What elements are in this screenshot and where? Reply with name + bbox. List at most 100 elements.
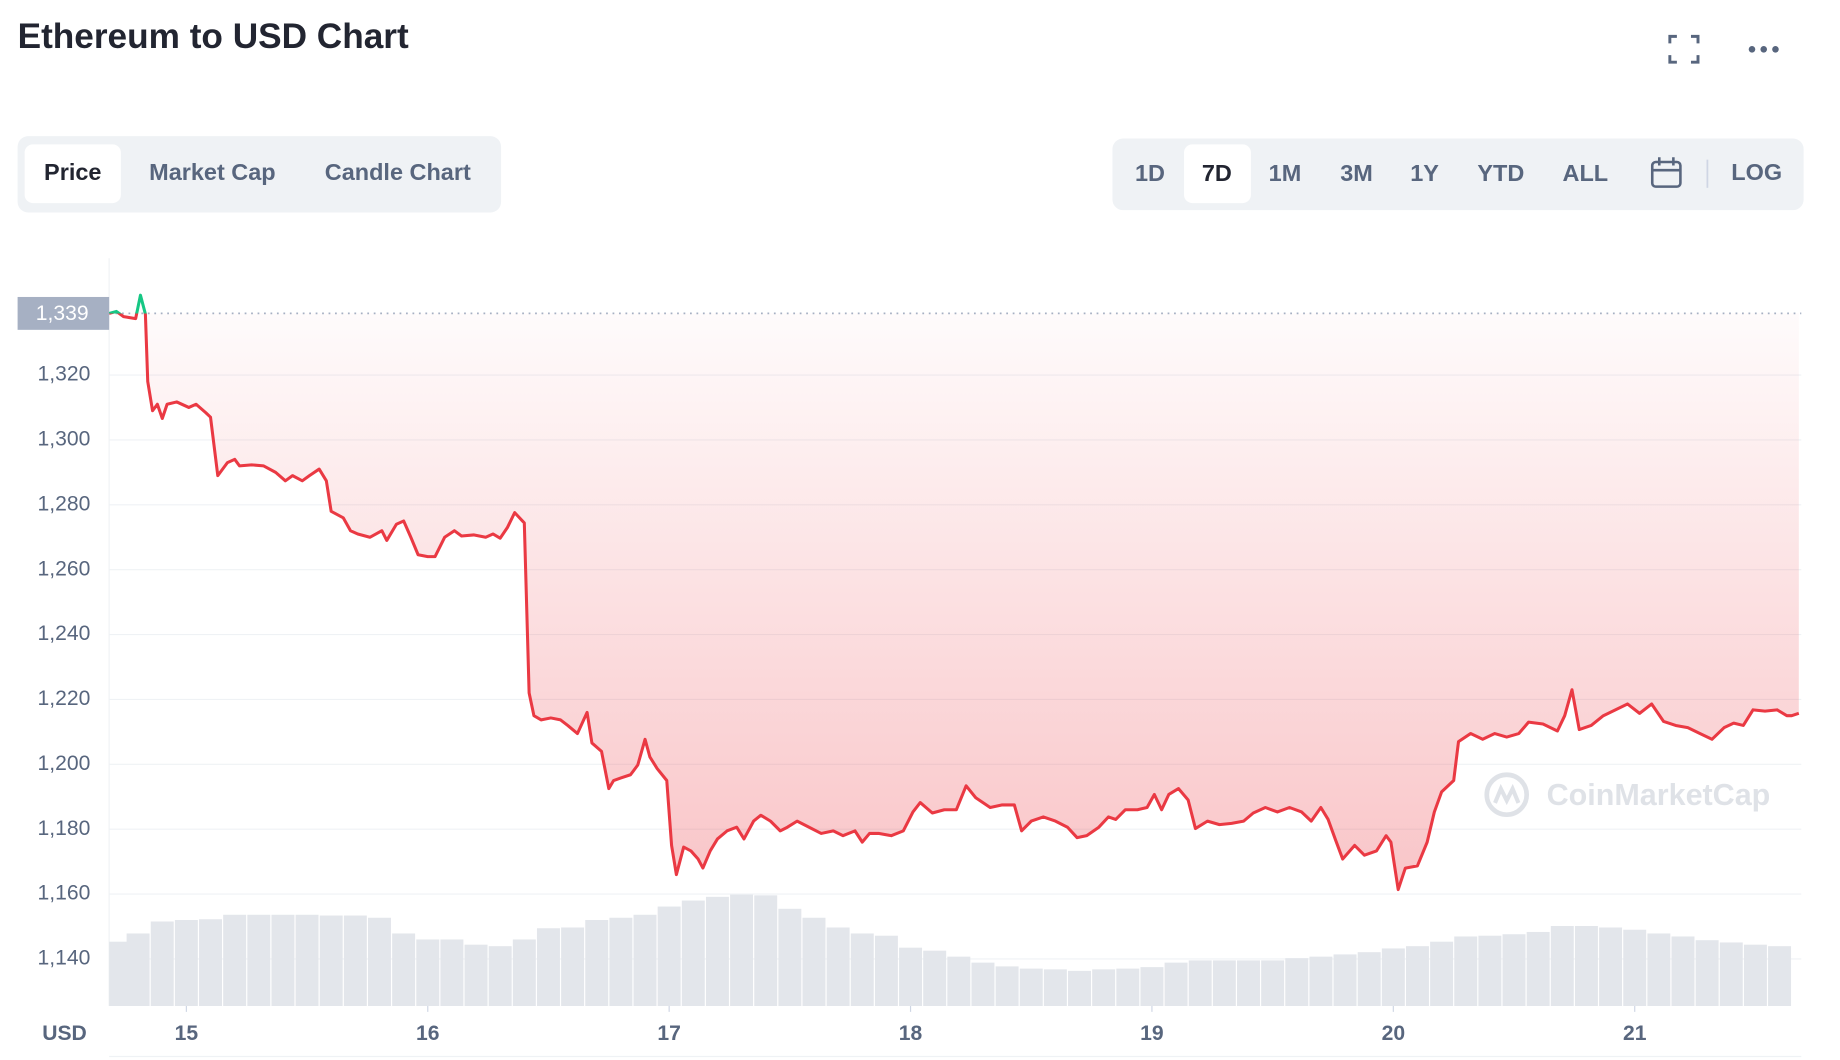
range-button[interactable]: 7D	[1202, 160, 1232, 186]
calendar-icon[interactable]	[1650, 157, 1682, 188]
y-tick-label: 1,280	[38, 492, 91, 515]
page-title: Ethereum to USD Chart	[18, 17, 409, 56]
volume-bar	[1768, 946, 1792, 1007]
volume-bar	[1478, 935, 1502, 1007]
volume-bar	[1430, 941, 1454, 1007]
range-button[interactable]: 1Y	[1410, 160, 1439, 186]
x-tick-label: 20	[1382, 1022, 1405, 1045]
volume-bar	[1526, 931, 1550, 1007]
range-button[interactable]: 3M	[1340, 160, 1373, 186]
volume-bar	[971, 962, 995, 1007]
range-button[interactable]: 1M	[1269, 160, 1302, 186]
volume-bar	[923, 950, 947, 1007]
log-button[interactable]: LOG	[1731, 159, 1782, 185]
range-button[interactable]: YTD	[1477, 160, 1524, 186]
volume-bar	[754, 895, 778, 1007]
volume-bar	[874, 935, 898, 1007]
volume-bar	[1140, 967, 1164, 1007]
x-tick-label: 18	[899, 1022, 923, 1045]
volume-bar	[730, 894, 754, 1007]
range-button[interactable]: ALL	[1563, 160, 1609, 186]
y-tick-label: 1,200	[38, 752, 91, 775]
tab[interactable]: Price	[44, 159, 101, 185]
tab-group	[17, 136, 502, 213]
y-tick-label: 1,160	[38, 882, 91, 905]
y-tick-label: 1,220	[38, 687, 91, 710]
fullscreen-icon[interactable]	[1668, 34, 1700, 64]
volume-bar	[609, 917, 633, 1007]
active-range-bg	[1184, 144, 1251, 204]
volume-bar	[1164, 962, 1188, 1007]
tab[interactable]: Candle Chart	[325, 159, 471, 185]
volume-bar	[1212, 960, 1236, 1007]
volume-bar	[174, 920, 198, 1007]
volume-bar	[368, 917, 391, 1007]
volume-bar	[1454, 936, 1478, 1007]
volume-bar	[778, 908, 802, 1007]
volume-bar	[1623, 929, 1647, 1007]
more-icon[interactable]	[1748, 46, 1779, 53]
volume-bar	[295, 914, 319, 1007]
volume-bar	[1381, 948, 1405, 1007]
x-tick-label: 21	[1623, 1022, 1647, 1045]
y-tick-label: 1,260	[38, 557, 91, 580]
volume-bar	[536, 928, 560, 1007]
volume-bar	[1743, 944, 1767, 1007]
x-tick-label: 16	[416, 1022, 439, 1045]
volume-bar	[392, 933, 416, 1007]
volume-bar	[512, 939, 536, 1007]
y-tick-label: 1,300	[38, 427, 91, 450]
volume-bar	[802, 917, 826, 1007]
volume-bar	[1574, 925, 1598, 1007]
volume-bar	[150, 921, 174, 1007]
volume-bar	[440, 939, 464, 1007]
volume-bar	[1043, 969, 1067, 1007]
x-tick-label: 15	[175, 1022, 199, 1045]
volume-bar	[585, 920, 609, 1007]
volume-bar	[1261, 960, 1285, 1007]
volume-bar	[1285, 958, 1309, 1007]
price-line	[108, 293, 1800, 892]
volume-bar	[247, 914, 271, 1007]
volume-bar	[199, 919, 222, 1007]
volume-bar	[995, 966, 1019, 1007]
x-tick-label: 19	[1140, 1022, 1163, 1045]
volume-bar	[1188, 960, 1212, 1007]
volume-bar	[1502, 934, 1526, 1007]
x-tick-label: 17	[657, 1022, 680, 1045]
volume-bar	[947, 956, 971, 1007]
volume-bar	[1116, 968, 1140, 1007]
reference-label: 1,339	[36, 302, 89, 325]
volume-bar	[416, 939, 440, 1007]
volume-bar	[1068, 970, 1092, 1007]
range-group	[1112, 138, 1804, 211]
volume-bar	[681, 900, 705, 1007]
watermark-text: CoinMarketCap	[1547, 778, 1771, 812]
volume-bar	[319, 915, 343, 1007]
volume-bar	[1550, 925, 1574, 1007]
tab[interactable]: Market Cap	[149, 159, 275, 185]
volume-bar	[850, 933, 874, 1007]
volume-bar	[899, 947, 923, 1007]
y-tick-label: 1,320	[38, 363, 91, 386]
volume-bar	[1599, 927, 1623, 1007]
volume-bar	[464, 944, 488, 1007]
volume-bar	[223, 914, 247, 1007]
watermark: CoinMarketCap	[1484, 772, 1771, 818]
range-button[interactable]: 1D	[1135, 160, 1165, 186]
volume-bar	[343, 915, 367, 1007]
volume-bar	[1092, 969, 1116, 1007]
volume-bar	[1333, 954, 1357, 1007]
volume-bar	[633, 914, 657, 1007]
volume-bar	[1019, 968, 1043, 1007]
volume-bar	[1671, 936, 1695, 1007]
volume-bar	[271, 914, 295, 1007]
volume-bar	[1719, 942, 1743, 1007]
volume-bar	[1405, 946, 1429, 1007]
volume-bar	[488, 946, 512, 1007]
volume-bar	[1647, 933, 1671, 1007]
volume-bar	[1357, 952, 1381, 1007]
volume-bar	[826, 927, 850, 1007]
volume-bar	[705, 896, 729, 1007]
